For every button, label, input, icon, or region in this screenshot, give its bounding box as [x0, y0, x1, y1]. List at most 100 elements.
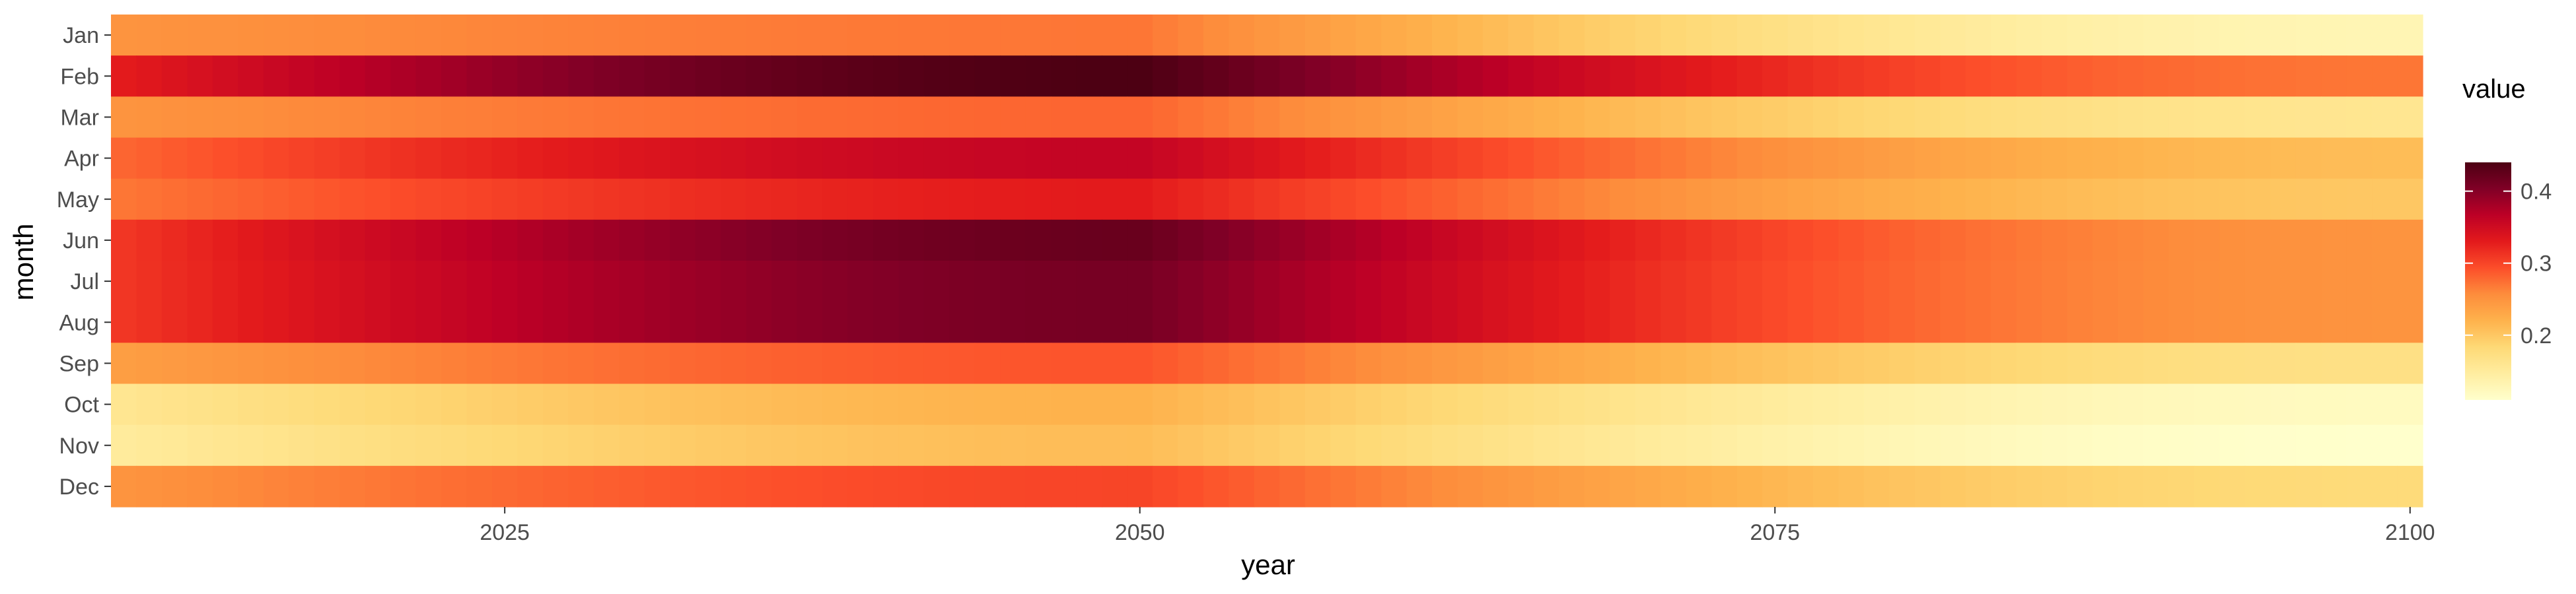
heatmap-cell	[822, 343, 848, 385]
heatmap-cell	[1102, 137, 1128, 180]
heatmap-cell	[1762, 302, 1789, 343]
heatmap-cell	[2143, 383, 2169, 426]
heatmap-cell	[1584, 219, 1610, 261]
heatmap-cell	[797, 383, 823, 426]
heatmap-cell	[1889, 55, 1915, 97]
heatmap-cell	[2042, 96, 2068, 139]
heatmap-cell	[340, 178, 366, 220]
heatmap-cell	[238, 96, 264, 139]
heatmap-cell	[466, 96, 493, 139]
heatmap-cell	[2219, 137, 2246, 180]
heatmap-cell	[1152, 261, 1178, 302]
heatmap-cell	[289, 261, 315, 302]
heatmap-cell	[1711, 465, 1738, 508]
heatmap-cell	[644, 55, 670, 97]
heatmap-cell	[1559, 219, 1585, 261]
heatmap-cell	[644, 96, 670, 139]
heatmap-cell	[1152, 219, 1178, 261]
heatmap-cell	[365, 261, 391, 302]
heatmap-cell	[746, 55, 772, 97]
heatmap-cell	[136, 383, 162, 426]
heatmap-cell	[1381, 424, 1408, 467]
heatmap-cell	[466, 343, 493, 385]
heatmap-cell	[2067, 261, 2093, 302]
heatmap-cell	[746, 96, 772, 139]
heatmap-cell	[1533, 424, 1559, 467]
heatmap-cell	[2372, 55, 2398, 97]
heatmap-cell	[542, 465, 569, 508]
heatmap-cell	[1178, 55, 1204, 97]
heatmap-cell	[619, 465, 645, 508]
heatmap-cell	[670, 137, 696, 180]
heatmap-cell	[2168, 302, 2195, 343]
heatmap-cell	[1533, 178, 1559, 220]
heatmap-cell	[1254, 96, 1280, 139]
heatmap-cell	[2016, 465, 2042, 508]
heatmap-cell	[2219, 261, 2246, 302]
heatmap-cell	[2321, 383, 2347, 426]
heatmap-cell	[1863, 178, 1890, 220]
heatmap-cell	[822, 424, 848, 467]
heatmap-cell	[1508, 55, 1534, 97]
heatmap-cell	[1432, 137, 1458, 180]
heatmap-cell	[1838, 55, 1865, 97]
heatmap-cell	[1178, 219, 1204, 261]
heatmap-cell	[1102, 178, 1128, 220]
heatmap-cell	[1025, 137, 1052, 180]
heatmap-cell	[1889, 302, 1915, 343]
heatmap-cell	[136, 343, 162, 385]
heatmap-cell	[1965, 137, 1991, 180]
heatmap-cell	[644, 137, 670, 180]
y-tick-label: Nov	[59, 434, 99, 459]
heatmap-cell	[949, 55, 976, 97]
heatmap-cell	[923, 55, 950, 97]
heatmap-cell	[847, 302, 874, 343]
heatmap-cell	[1914, 96, 1941, 139]
heatmap-cell	[1406, 219, 1433, 261]
heatmap-cell	[1229, 302, 1255, 343]
heatmap-cell	[974, 15, 1001, 56]
heatmap-cell	[1508, 137, 1534, 180]
heatmap-cell	[1152, 15, 1178, 56]
heatmap-cell	[1661, 96, 1687, 139]
heatmap-cell	[2118, 178, 2144, 220]
heatmap-cell	[1330, 261, 1357, 302]
heatmap-cell	[1305, 261, 1331, 302]
heatmap-cell	[1508, 302, 1534, 343]
heatmap-cell	[797, 343, 823, 385]
heatmap-cell	[1178, 465, 1204, 508]
heatmap-cell	[1711, 96, 1738, 139]
heatmap-cell	[1991, 219, 2017, 261]
heatmap-cell	[1940, 383, 1966, 426]
heatmap-cell	[1965, 261, 1991, 302]
heatmap-cell	[1762, 15, 1789, 56]
heatmap-cell	[974, 96, 1001, 139]
heatmap-cell	[2270, 15, 2297, 56]
heatmap-cell	[2295, 424, 2322, 467]
heatmap-cell	[1610, 55, 1636, 97]
heatmap-cell	[670, 465, 696, 508]
heatmap-cell	[593, 261, 620, 302]
heatmap-cell	[1457, 383, 1484, 426]
heatmap-cell	[1457, 424, 1484, 467]
heatmap-cell	[1914, 219, 1941, 261]
heatmap-cell	[1381, 261, 1408, 302]
heatmap-cell	[289, 383, 315, 426]
heatmap-cell	[1635, 15, 1661, 56]
heatmap-cell	[289, 55, 315, 97]
heatmap-cell	[746, 424, 772, 467]
heatmap-cell	[1559, 302, 1585, 343]
heatmap-cell	[263, 178, 289, 220]
heatmap-cell	[1051, 15, 1077, 56]
heatmap-cell	[1457, 465, 1484, 508]
heatmap-cell	[1889, 465, 1915, 508]
heatmap-cell	[1381, 15, 1408, 56]
heatmap-cell	[1508, 15, 1534, 56]
heatmap-cell	[1787, 178, 1814, 220]
heatmap-cell	[1457, 15, 1484, 56]
heatmap-cell	[390, 137, 417, 180]
heatmap-cell	[314, 96, 340, 139]
heatmap-cell	[2093, 343, 2119, 385]
heatmap-cell	[2397, 343, 2423, 385]
heatmap-cell	[1863, 424, 1890, 467]
